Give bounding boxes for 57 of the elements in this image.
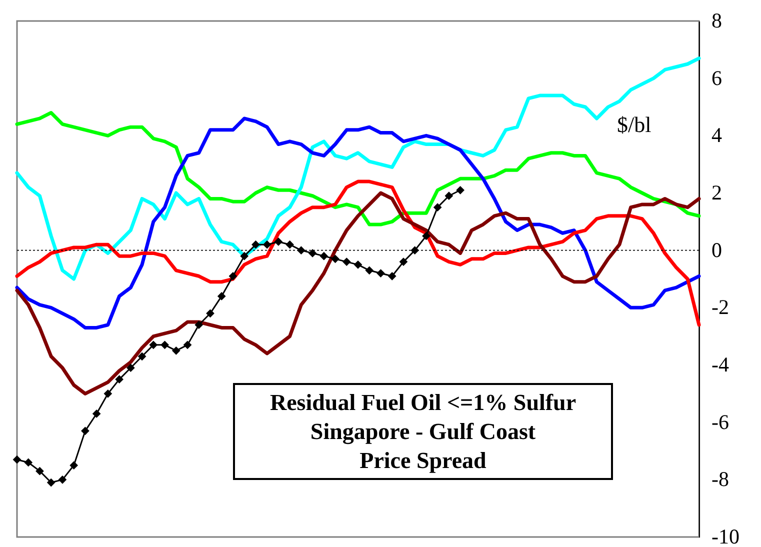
point	[183, 340, 192, 350]
point	[194, 320, 204, 330]
point	[433, 203, 442, 212]
line-series	[15, 180, 701, 327]
y-tick-label: -8	[712, 467, 729, 492]
point	[286, 240, 294, 249]
y-tick-label: -10	[712, 524, 740, 547]
line-series	[15, 110, 701, 226]
point	[160, 340, 169, 350]
point	[149, 340, 158, 350]
point	[240, 252, 249, 260]
point	[58, 475, 67, 484]
point	[308, 249, 317, 258]
y-tick-label: 2	[712, 180, 722, 204]
point	[342, 258, 351, 266]
text-box: Residual Fuel Oil <=1% Sulfur Singapore - Gulf Coast Price Spread	[233, 383, 613, 480]
line-series	[15, 116, 701, 330]
point	[365, 266, 374, 275]
point	[252, 240, 260, 249]
y-tick-label: -2	[712, 295, 729, 320]
point	[126, 364, 135, 372]
point	[422, 232, 430, 240]
point	[331, 254, 340, 264]
point	[36, 466, 44, 476]
y-tick-label: -6	[712, 410, 729, 434]
point	[81, 426, 90, 436]
point	[92, 410, 101, 418]
point	[262, 240, 272, 249]
point	[376, 269, 385, 278]
point	[70, 461, 78, 470]
point	[399, 258, 408, 266]
point	[115, 375, 124, 384]
point	[354, 260, 362, 269]
point	[456, 186, 464, 194]
point	[24, 458, 33, 467]
y-tick-label: 6	[712, 66, 722, 90]
point	[217, 292, 226, 300]
point	[410, 246, 420, 255]
point	[138, 352, 146, 361]
y-tick-label: 0	[712, 238, 722, 262]
y-axis-title: $/bl	[617, 112, 652, 138]
point	[104, 389, 112, 398]
point	[172, 346, 180, 355]
y-tick-label: 4	[712, 123, 722, 148]
point	[274, 238, 283, 246]
y-tick-label: -4	[712, 352, 730, 376]
point	[320, 252, 328, 260]
line-series	[15, 56, 701, 281]
line-series	[15, 191, 701, 396]
y-tick-label: 8	[712, 8, 722, 32]
point	[388, 272, 396, 280]
point	[46, 478, 56, 487]
point	[296, 246, 306, 255]
point	[206, 309, 214, 318]
point	[228, 272, 238, 280]
point	[444, 192, 454, 200]
point	[12, 455, 22, 464]
